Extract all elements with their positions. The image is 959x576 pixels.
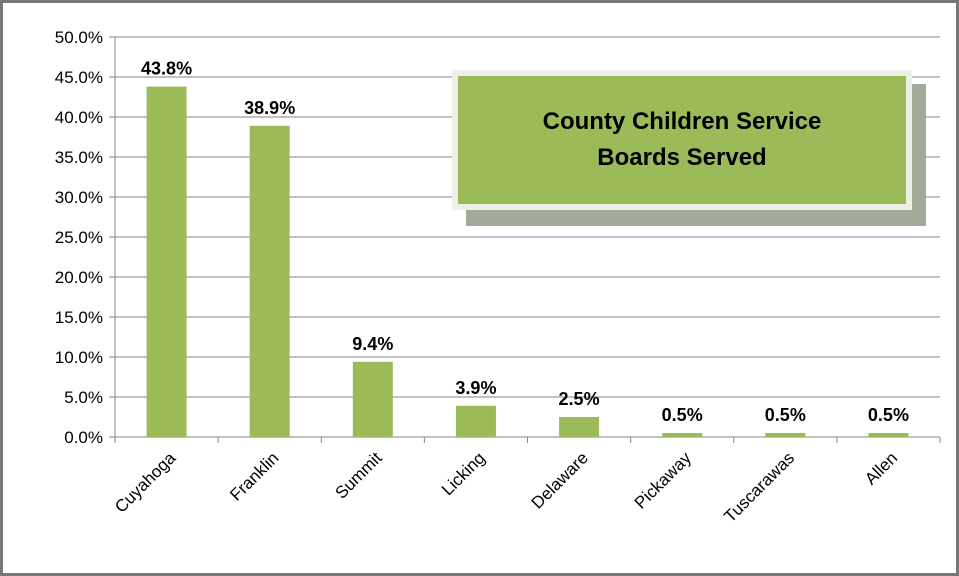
chart-title: County Children Service Boards Served [542, 108, 822, 171]
data-label: 0.5% [868, 405, 909, 425]
data-label: 9.4% [352, 334, 393, 354]
bar [455, 405, 496, 437]
y-axis-tick-label: 10.0% [55, 348, 103, 367]
y-axis-tick-label: 20.0% [55, 268, 103, 287]
data-label: 3.9% [455, 378, 496, 398]
y-axis-tick-label: 0.0% [64, 428, 103, 447]
bar [352, 361, 393, 437]
data-label: 43.8% [141, 59, 192, 79]
x-axis-category-label: Delaware [528, 448, 592, 512]
x-axis-category-label: Allen [861, 448, 901, 488]
title-box-panel: County Children Service Boards Served [452, 70, 912, 210]
bar [146, 86, 187, 437]
x-axis-category-label: Licking [438, 448, 489, 499]
y-axis-tick-label: 45.0% [55, 68, 103, 87]
data-label: 0.5% [662, 405, 703, 425]
x-axis-category-label: Franklin [226, 448, 282, 504]
x-axis-category-label: Tuscarawas [720, 448, 798, 526]
y-axis-tick-label: 50.0% [55, 28, 103, 47]
bar [559, 417, 600, 437]
data-label: 2.5% [559, 389, 600, 409]
bar [249, 125, 290, 438]
bar [765, 433, 806, 437]
data-labels: 43.8% 38.9% 9.4% 3.9% 2.5% 0.5% 0.5% 0.5% [141, 59, 909, 425]
x-axis-category-label: Summit [331, 448, 385, 502]
y-axis-tick-label: 35.0% [55, 148, 103, 167]
x-axis-category-label: Cuyahoga [111, 448, 180, 517]
bar [868, 433, 909, 437]
y-axis-tick-label: 30.0% [55, 188, 103, 207]
y-axis-tick-label: 15.0% [55, 308, 103, 327]
x-axis-category-labels: Cuyahoga Franklin Summit Licking Delaware Pic… [111, 448, 901, 526]
data-label: 0.5% [765, 405, 806, 425]
bar [662, 433, 703, 437]
data-label: 38.9% [244, 98, 295, 118]
y-axis-tick-label: 5.0% [64, 388, 103, 407]
bars [146, 86, 909, 438]
y-axis-tick-labels: 0.0% 5.0% 10.0% 15.0% 20.0% 25.0% 30.0% 35.0% 40… [55, 28, 103, 447]
y-axis-tick-label: 40.0% [55, 108, 103, 127]
chart-title-box: County Children Service Boards Served [452, 70, 926, 226]
y-axis-tick-label: 25.0% [55, 228, 103, 247]
x-axis-category-label: Pickaway [631, 448, 696, 513]
